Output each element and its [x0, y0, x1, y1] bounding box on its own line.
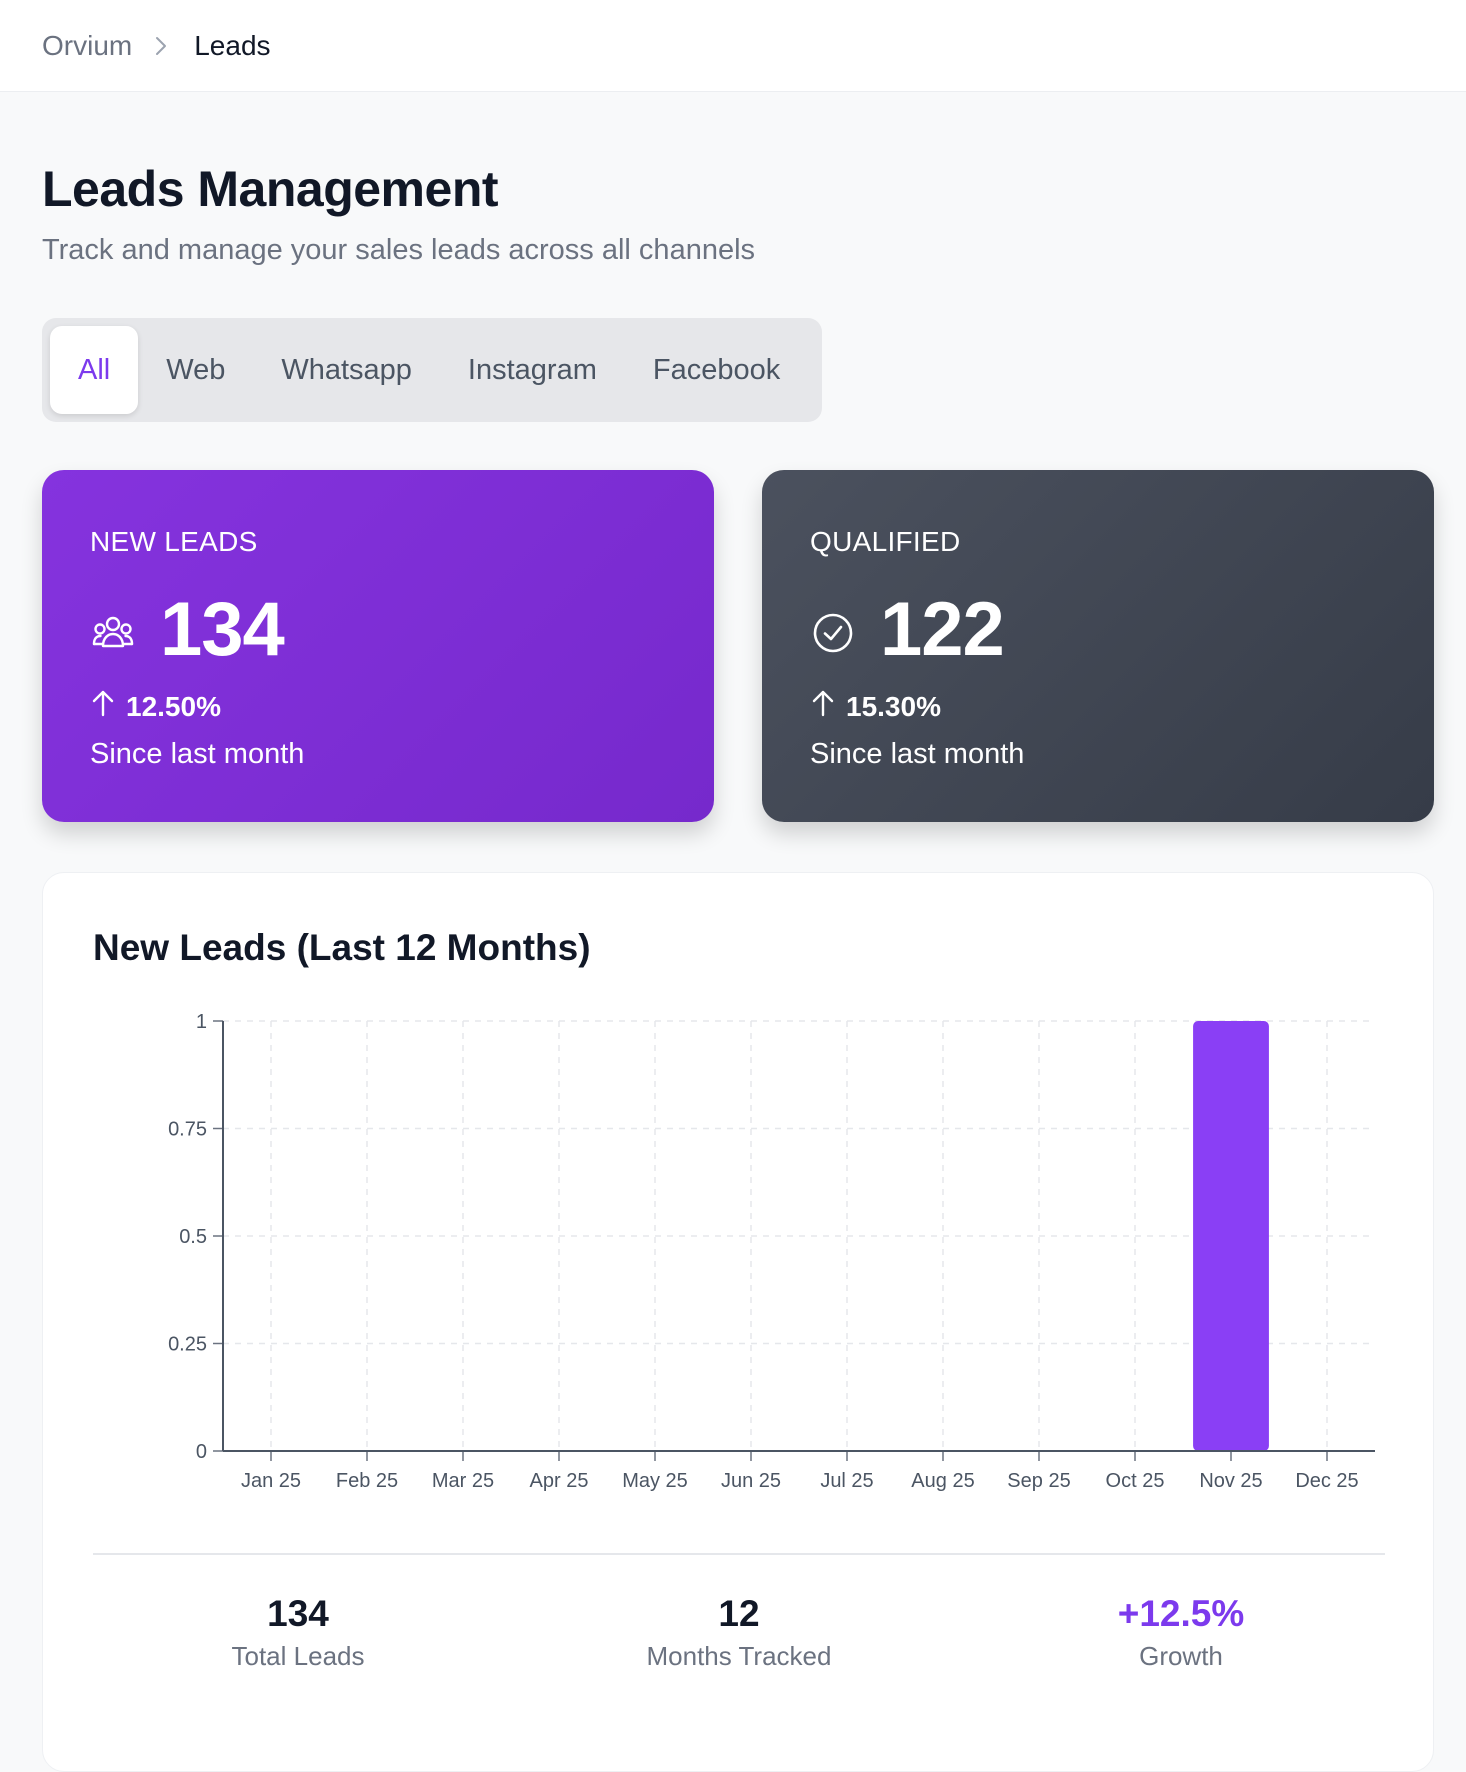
- new-leads-delta: 12.50%: [90, 688, 221, 725]
- qualified-delta: 15.30%: [810, 688, 941, 725]
- tab-instagram[interactable]: Instagram: [467, 353, 597, 386]
- qualified-card: QUALIFIED 122 15.30% Since last month: [762, 470, 1434, 822]
- y-tick-label: 0.5: [179, 1226, 207, 1248]
- users-icon: [90, 610, 136, 656]
- chart-title: New Leads (Last 12 Months): [93, 927, 591, 968]
- x-tick-label: Nov 25: [1199, 1470, 1262, 1492]
- qualified-since: Since last month: [810, 738, 1025, 770]
- new-leads-since: Since last month: [90, 738, 305, 770]
- x-tick-label: Aug 25: [911, 1470, 974, 1492]
- months-tracked-label: Months Tracked: [646, 1641, 832, 1671]
- arrow-up-icon: [90, 688, 116, 725]
- summary-months-tracked: 12 Months Tracked: [609, 1593, 869, 1672]
- x-tick-label: May 25: [622, 1470, 688, 1492]
- new-leads-bar-chart: 0 0.25 0.5 0.75 1 Jan 25 Feb 25 Mar 25 Apr 25 May…: [168, 1011, 1375, 1492]
- breadcrumb-root-link[interactable]: Orvium: [42, 29, 133, 61]
- qualified-label: QUALIFIED: [810, 526, 961, 557]
- x-tick-label: Jan 25: [241, 1470, 301, 1492]
- tab-all[interactable]: All: [50, 326, 139, 414]
- qualified-value: 122: [880, 587, 1005, 672]
- total-leads-label: Total Leads: [231, 1641, 365, 1671]
- x-tick-label: Apr 25: [530, 1470, 589, 1492]
- tab-facebook[interactable]: Facebook: [652, 353, 781, 386]
- channel-tabs: All Web Whatsapp Instagram Facebook: [42, 318, 822, 422]
- arrow-up-icon: [810, 688, 836, 725]
- qualified-delta-value: 15.30%: [846, 690, 941, 722]
- y-tick-label: 0.25: [168, 1334, 207, 1356]
- summary-growth: +12.5% Growth: [1051, 1593, 1311, 1672]
- y-tick-label: 1: [196, 1011, 207, 1033]
- breadcrumb-current: Leads: [194, 29, 271, 61]
- x-tick-label: Dec 25: [1295, 1470, 1358, 1492]
- months-tracked-value: 12: [718, 1593, 760, 1634]
- x-tick-label: Sep 25: [1007, 1470, 1070, 1492]
- x-tick-label: Jun 25: [721, 1470, 781, 1492]
- y-tick-label: 0.75: [168, 1119, 207, 1141]
- growth-label: Growth: [1139, 1641, 1223, 1671]
- new-leads-delta-value: 12.50%: [126, 690, 221, 722]
- growth-value: +12.5%: [1117, 1593, 1245, 1634]
- divider: [93, 1553, 1385, 1555]
- x-tick-label: Oct 25: [1106, 1470, 1165, 1492]
- chevron-right-icon: [154, 35, 168, 57]
- y-tick-label: 0: [196, 1441, 207, 1463]
- summary-total-leads: 134 Total Leads: [168, 1593, 428, 1672]
- tab-whatsapp[interactable]: Whatsapp: [281, 353, 412, 386]
- x-tick-label: Feb 25: [336, 1470, 398, 1492]
- page-subtitle: Track and manage your sales leads across…: [42, 234, 756, 266]
- page-title: Leads Management: [42, 161, 499, 217]
- check-circle-icon: [810, 610, 856, 656]
- bar-nov-25: [1193, 1021, 1269, 1451]
- new-leads-value: 134: [160, 587, 285, 672]
- total-leads-value: 134: [267, 1593, 329, 1634]
- new-leads-chart-card: New Leads (Last 12 Months) 0 0.25 0.5 0.75 1…: [42, 872, 1434, 1772]
- breadcrumb: Orvium Leads: [0, 0, 1466, 92]
- x-tick-label: Mar 25: [432, 1470, 494, 1492]
- new-leads-label: NEW LEADS: [90, 526, 258, 557]
- x-tick-label: Jul 25: [820, 1470, 873, 1492]
- tab-web[interactable]: Web: [166, 353, 226, 386]
- new-leads-card: NEW LEADS 134 12.50% Since last month: [42, 470, 714, 822]
